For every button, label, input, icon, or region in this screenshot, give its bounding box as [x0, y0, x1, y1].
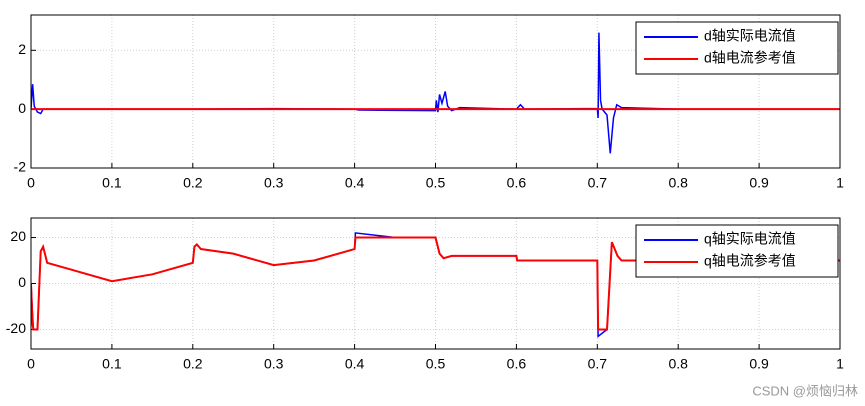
x-tick-label: 0.1 — [102, 356, 122, 372]
x-tick-label: 0.3 — [264, 175, 284, 191]
x-tick-label: 0.5 — [426, 175, 446, 191]
x-tick-label: 1 — [836, 175, 844, 191]
x-tick-label: 0.7 — [588, 175, 608, 191]
legend-box — [635, 21, 839, 75]
y-tick-label: 20 — [10, 228, 26, 244]
x-tick-label: 0.4 — [345, 356, 365, 372]
watermark: CSDN @烦恼归林 — [752, 383, 858, 398]
x-tick-label: 0.8 — [668, 175, 688, 191]
y-tick-label: 0 — [18, 274, 26, 290]
x-tick-label: 0.5 — [426, 356, 446, 372]
x-tick-label: 0.4 — [345, 175, 365, 191]
axes-frame — [30, 217, 841, 350]
x-tick-label: 0.8 — [668, 356, 688, 372]
x-tick-label: 0.3 — [264, 356, 284, 372]
x-tick-label: 0.9 — [749, 175, 769, 191]
x-tick-label: 0.7 — [588, 356, 608, 372]
x-tick-label: 0.1 — [102, 175, 122, 191]
y-tick-label: 0 — [18, 100, 26, 116]
legend-box — [635, 224, 839, 278]
x-tick-label: 0 — [27, 356, 35, 372]
legend-label: q轴电流参考值 — [704, 253, 796, 269]
legend-label: d轴电流参考值 — [704, 50, 796, 66]
x-tick-label: 0.6 — [507, 175, 527, 191]
x-tick-label: 0 — [27, 175, 35, 191]
x-tick-label: 0.6 — [507, 356, 527, 372]
x-tick-label: 1 — [836, 356, 844, 372]
x-tick-label: 0.9 — [749, 356, 769, 372]
y-tick-label: -2 — [14, 159, 27, 175]
y-tick-label: 2 — [18, 41, 26, 57]
series-line — [31, 236, 840, 331]
axes-frame — [30, 14, 841, 169]
legend-label: q轴实际电流值 — [704, 231, 796, 247]
legend-label: d轴实际电流值 — [704, 28, 796, 44]
x-tick-label: 0.2 — [183, 356, 203, 372]
y-tick-label: -20 — [6, 320, 26, 336]
x-tick-label: 0.2 — [183, 175, 203, 191]
